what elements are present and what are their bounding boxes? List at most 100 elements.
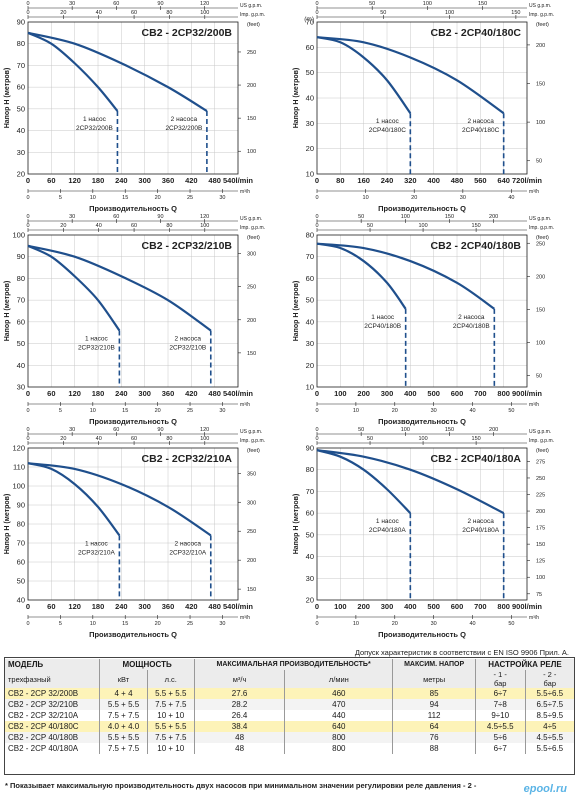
x-axis-label: Производительность Q	[89, 630, 177, 639]
x-tick-label: 500	[427, 389, 440, 398]
usgpm-tick-label: 50	[369, 1, 375, 7]
impgpm-tick-label: 100	[418, 436, 427, 442]
series-label-2: 2 насоса	[458, 314, 485, 321]
x-tick-label: 540l/min	[223, 602, 253, 611]
chart-svg: 0 50 100 150 200 US g.p.m.0 50 100 150 Imp. g.p.m…	[293, 214, 554, 426]
usgpm-tick-label: 150	[445, 214, 454, 220]
y-axis-label: Напор H (метров)	[293, 68, 300, 129]
x-tick-label: 560	[474, 176, 487, 185]
x-tick-label: 480	[208, 176, 221, 185]
chart-svg: 0 30 60 90 120 US g.p.m.0 20 40 60 80 100 Imp. g.p.…	[4, 214, 265, 426]
m3h-unit: m³/h	[529, 189, 539, 195]
m3h-tick-label: 20	[155, 621, 161, 627]
m3h-tick-label: 30	[219, 621, 225, 627]
series-label-1: 1 насос	[376, 118, 400, 125]
cell-hp: 5.5 + 5.5	[146, 688, 195, 699]
table-row: CB2 - 2CP 32/200B 4 + 4 5.5 + 5.5 27.6 460 85…	[5, 688, 574, 699]
x-tick-label: 500	[427, 602, 440, 611]
feet-tick-label: 300	[247, 252, 256, 258]
x-tick-label: 0	[26, 602, 30, 611]
feet-tick-label: 100	[536, 575, 545, 581]
usgpm-tick-label: 60	[113, 214, 119, 220]
series-model-2: 2CP40/180C	[462, 127, 500, 134]
x-tick-label: 700	[474, 602, 487, 611]
series-model-1: 2CP40/180B	[364, 323, 401, 330]
footnote: * Показывает максимальную производительн…	[5, 781, 477, 790]
cell-r2: 4.5÷5.5	[524, 732, 574, 743]
series-model-2: 2CP40/180B	[453, 323, 490, 330]
y-tick-label: 70	[306, 252, 314, 261]
usgpm-tick-label: 100	[423, 1, 432, 7]
impgpm-tick-label: 60	[131, 223, 137, 229]
feet-tick-label: 250	[247, 285, 256, 291]
series-label-2: 2 насоса	[171, 116, 198, 123]
series-curve-1	[316, 449, 412, 514]
usgpm-tick-label: 60	[113, 427, 119, 433]
x-tick-label: 420	[185, 389, 198, 398]
cell-m: 64	[392, 721, 476, 732]
table-row: CB2 - 2CP 32/210A 7.5 + 7.5 10 + 10 26.4 440…	[5, 710, 574, 721]
usgpm-tick-label: 30	[69, 1, 75, 7]
cell-r2: 5.5÷6.5	[524, 743, 574, 754]
chart-title: CB2 - 2CP40/180C	[431, 27, 522, 39]
y-tick-label: 90	[17, 18, 25, 27]
x-tick-label: 900l/min	[512, 602, 542, 611]
series-label-1: 1 насос	[85, 540, 109, 547]
usgpm-tick-label: 90	[157, 1, 163, 7]
usgpm-tick-label: 0	[315, 427, 318, 433]
plot-frame	[27, 234, 239, 388]
feet-tick-label: 200	[536, 509, 545, 515]
y-tick-label: 20	[306, 361, 314, 370]
series-label-2: 2 насоса	[175, 540, 202, 547]
feet-tick-label: 300	[247, 500, 256, 506]
pump-chart-6: 0 50 100 150 200 US g.p.m. 0 50 100 150 Imp. g.p.m…	[289, 426, 579, 639]
x-tick-label: 400	[427, 176, 440, 185]
usgpm-tick-label: 90	[157, 214, 163, 220]
series-label-2: 2 насоса	[467, 118, 494, 125]
impgpm-tick-label: 100	[418, 223, 427, 229]
impgpm-tick-label: 60	[131, 10, 137, 16]
impgpm-tick-label: 150	[472, 223, 481, 229]
usgpm-tick-label: 0	[26, 1, 29, 7]
feet-tick-label: 150	[536, 307, 545, 313]
m3h-tick-label: 5	[59, 195, 62, 201]
series-label-1: 1 насос	[85, 336, 109, 343]
cell-kw: 7.5 + 7.5	[99, 710, 148, 721]
usgpm-tick-label: 0	[26, 214, 29, 220]
y-tick-label: 40	[306, 552, 314, 561]
chart-svg: 0 30 60 90 120 US g.p.m.0 20 40 60 80 100 Imp. g.p.…	[4, 1, 265, 213]
x-tick-label: 180	[92, 602, 105, 611]
y-tick-label: 30	[306, 574, 314, 583]
y-tick-label: 120	[12, 444, 25, 453]
impgpm-tick-label: 40	[96, 10, 102, 16]
series-model-1: 2CP32/210A	[78, 549, 116, 556]
x-tick-label: 320	[404, 176, 417, 185]
m3h-tick-label: 25	[187, 195, 193, 201]
impgpm-tick-label: 150	[511, 10, 520, 16]
series-label-1: 1 насос	[83, 116, 107, 123]
plot-frame	[27, 21, 239, 175]
usgpm-tick-label: 150	[445, 427, 454, 433]
series-curve-1	[316, 36, 412, 114]
usgpm-tick-label: 120	[200, 214, 209, 220]
x-tick-label: 100	[334, 389, 347, 398]
cell-m3h: 26.4	[193, 710, 285, 721]
y-tick-label: 70	[17, 61, 25, 70]
m3h-unit: m³/h	[240, 402, 250, 408]
y-tick-label: 80	[17, 39, 25, 48]
cell-r2: 8.5÷9.5	[524, 710, 574, 721]
feet-tick-label: 200	[536, 274, 545, 280]
impgpm-tick-label: 50	[380, 10, 386, 16]
y-tick-label: 90	[306, 444, 314, 453]
cell-r1: 5÷6	[474, 732, 526, 743]
chart-title: CB2 - 2CP32/210B	[142, 240, 233, 252]
m3h-tick-label: 5	[59, 408, 62, 414]
y-tick-label: 70	[17, 539, 25, 548]
x-tick-label: 200	[357, 389, 370, 398]
pump-chart-5: 0 30 60 90 120 US g.p.m. 0 20 40 60 80 100 Imp. g.p.…	[0, 426, 290, 639]
table-row: CB2 - 2CP 32/210B 5.5 + 5.5 7.5 + 7.5 28.2 4…	[5, 699, 574, 710]
y-tick-label: 10	[306, 383, 314, 392]
m3h-tick-label: 10	[90, 408, 96, 414]
x-tick-label: 600	[451, 389, 464, 398]
brand-logo: epool.ru	[523, 783, 567, 795]
